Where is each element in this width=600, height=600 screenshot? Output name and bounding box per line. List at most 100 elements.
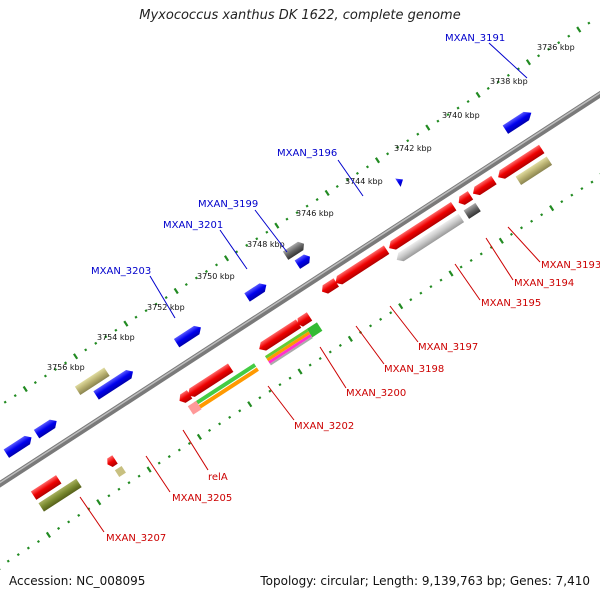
gene-bar-mxan3207[interactable] <box>114 465 126 478</box>
label-mxan3200[interactable]: MXAN_3200 <box>346 388 406 399</box>
inner-tick-dot <box>530 219 534 223</box>
inner-tick-dot <box>196 433 202 440</box>
tick-label-3750: 3750 kbp <box>197 272 235 281</box>
gene-arrow-mxan3203b[interactable] <box>74 367 110 395</box>
gene-bar-mxan3202-magenta[interactable] <box>268 333 312 364</box>
inner-tick-dot <box>157 461 161 465</box>
label-mxan3199[interactable]: MXAN_3199 <box>198 199 258 210</box>
gene-arrow-rela[interactable] <box>185 363 234 399</box>
gene-arrow-mxan3202[interactable] <box>256 319 302 353</box>
gene-arrow-mxan3200b[interactable] <box>306 322 323 338</box>
inner-tick-dot <box>247 401 253 408</box>
label-mxan3194[interactable]: MXAN_3194 <box>514 278 574 289</box>
outer-tick-dot <box>324 189 330 197</box>
inner-tick-dot <box>288 376 292 380</box>
label-mxan3205[interactable]: MXAN_3205 <box>172 493 232 504</box>
label-mxan3196[interactable]: MXAN_3196 <box>277 148 337 159</box>
inner-tick-dot <box>228 415 232 419</box>
gene-bar-mxan3202-green[interactable] <box>264 328 309 359</box>
gene-arrow-mxan3195c[interactable] <box>394 213 465 264</box>
inner-tick-dot <box>107 494 111 498</box>
inner-tick-dot <box>409 298 413 302</box>
reverse-gene-labels: MXAN_3193 MXAN_3194 MXAN_3195 MXAN_3197 … <box>79 226 600 544</box>
inner-tick-dot <box>258 396 262 400</box>
inner-tick-dot <box>318 356 322 361</box>
label-mxan3195[interactable]: MXAN_3195 <box>481 298 541 309</box>
accession-text: Accession: NC_008095 <box>9 574 146 588</box>
tick-label-3740: 3740 kbp <box>442 111 480 120</box>
gene-arrow-mxan3207[interactable] <box>105 455 118 468</box>
inner-tick-dot <box>167 455 171 459</box>
gene-arrow-mxan3196[interactable] <box>395 175 405 187</box>
inner-tick-dot <box>308 363 312 367</box>
label-mxan3202[interactable]: MXAN_3202 <box>294 421 354 432</box>
outer-tick-dot <box>104 335 108 339</box>
genome-backbone-highlight <box>0 72 600 510</box>
gene-arrow-mxan3200[interactable] <box>295 312 313 328</box>
inner-tick-dot <box>498 237 504 244</box>
outer-tick-dot <box>223 255 230 262</box>
outer-tick-dot <box>386 152 390 156</box>
tick-label-3744: 3744 kbp <box>345 177 383 186</box>
tick-label-3756: 3756 kbp <box>47 363 85 372</box>
gene-arrow-forward-b[interactable] <box>33 417 60 439</box>
outer-tick-dot <box>406 139 410 143</box>
label-mxan3197[interactable]: MXAN_3197 <box>418 342 478 353</box>
gene-arrow-mxan3198b[interactable] <box>319 278 339 296</box>
gene-arrow-reverse-b[interactable] <box>38 478 82 512</box>
gene-arrow-mxan3201[interactable] <box>244 281 269 302</box>
outer-tick-dot <box>13 394 17 398</box>
label-mxan3198[interactable]: MXAN_3198 <box>384 364 444 375</box>
gene-arrow-mxan3194[interactable] <box>470 175 497 198</box>
outer-tick-dot <box>496 80 500 84</box>
inner-tick-dot <box>238 409 242 413</box>
gene-bar-rela-green[interactable] <box>193 363 257 406</box>
outer-tick-dot <box>114 328 118 332</box>
outer-tick-dot <box>144 309 148 313</box>
inner-tick-dot <box>509 232 513 236</box>
gene-arrow-mxan3198[interactable] <box>333 245 390 288</box>
gene-arrow-mxan3199[interactable] <box>282 240 307 260</box>
gene-arrow-mxan3195b[interactable] <box>463 202 481 219</box>
gene-arrow-mxan3193[interactable] <box>495 144 545 182</box>
label-rela[interactable]: relA <box>208 472 228 483</box>
outer-tick-dot <box>84 348 88 352</box>
gene-arrow-mxan3193b[interactable] <box>515 156 553 186</box>
gene-bar-mxan3202-orange[interactable] <box>266 331 311 362</box>
inner-tick-dot <box>127 481 131 485</box>
gene-arrow-mxan3203[interactable] <box>173 323 204 348</box>
label-mxan3207[interactable]: MXAN_3207 <box>106 533 166 544</box>
gene-bar-mxan3205[interactable] <box>187 400 202 415</box>
outer-tick-dot <box>33 381 37 385</box>
label-mxan3201[interactable]: MXAN_3201 <box>163 220 223 231</box>
inner-tick-dot <box>45 531 52 539</box>
outer-tick-dot <box>446 113 450 117</box>
gene-arrow-reverse-a[interactable] <box>30 475 62 500</box>
gene-arrow-mxan3191[interactable] <box>502 109 534 134</box>
map-title: Myxococcus xanthus DK 1622, complete gen… <box>139 8 461 23</box>
gene-arrow-mxan3197[interactable] <box>386 201 457 252</box>
label-mxan3191[interactable]: MXAN_3191 <box>445 33 505 44</box>
inner-tick-dot <box>0 564 1 571</box>
gene-bar-mxan3202-grey[interactable] <box>269 336 313 366</box>
outer-tick-dot <box>214 263 219 267</box>
outer-tick-dot <box>184 282 188 287</box>
gene-bar-rela-orange[interactable] <box>196 367 259 411</box>
outer-tick-dot <box>416 132 420 136</box>
outer-tick-dot <box>245 243 249 247</box>
inner-tick-dot <box>519 226 524 230</box>
gene-arrow-mxan3195a[interactable] <box>456 191 474 207</box>
gene-arrow-mxan3205[interactable] <box>177 390 193 405</box>
inner-tick-dot <box>540 213 544 217</box>
label-mxan3193[interactable]: MXAN_3193 <box>541 260 600 271</box>
gene-arrow-forward-a[interactable] <box>93 367 135 400</box>
inner-tick-dot <box>469 258 473 263</box>
inner-tick-dot <box>96 499 102 506</box>
outer-tick-dot <box>295 211 299 215</box>
forward-gene-labels: MXAN_3191 MXAN_3196 MXAN_3199 MXAN_3201 … <box>91 33 528 319</box>
tick-label-3738: 3738 kbp <box>490 77 528 86</box>
gene-arrow-mxan3199b[interactable] <box>294 252 313 269</box>
label-mxan3203[interactable]: MXAN_3203 <box>91 266 151 277</box>
gene-arrow-forward-c[interactable] <box>3 433 35 458</box>
